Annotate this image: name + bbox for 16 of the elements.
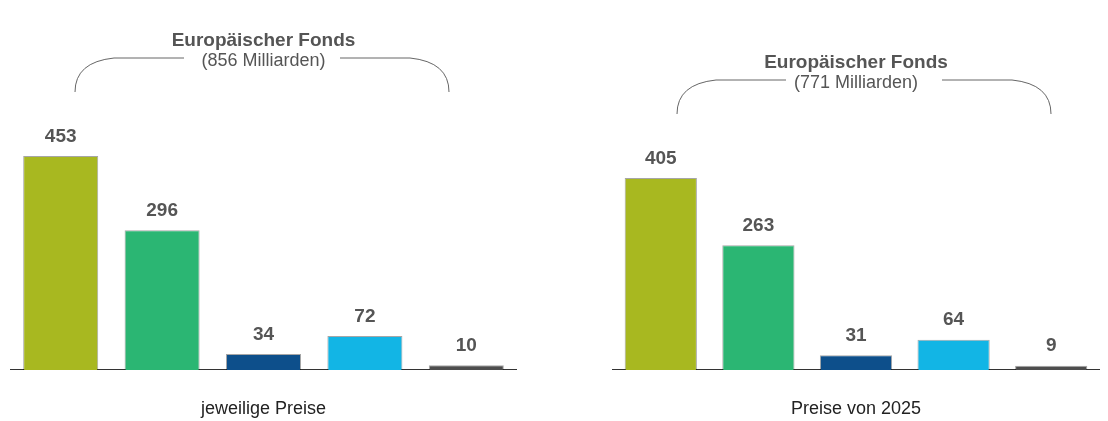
chart-title: Europäischer Fonds [170,28,357,52]
data-label: 405 [644,146,678,168]
data-label: 64 [943,308,965,330]
chart-subtitle: (771 Milliarden) [792,72,920,94]
data-label: 453 [44,124,77,146]
chart-subtitle: (856 Milliarden) [200,50,327,72]
data-label: 31 [845,324,867,346]
chart-title: Europäischer Fonds [763,50,949,74]
x-axis-title: jeweilige Preise [199,398,328,419]
data-label: 72 [354,304,376,326]
data-label: 296 [146,198,178,220]
data-label: 34 [252,322,275,344]
data-label: 263 [742,214,775,236]
data-label: 9 [1045,334,1057,356]
x-axis-title: Preise von 2025 [789,398,923,419]
data-label: 10 [455,334,477,356]
